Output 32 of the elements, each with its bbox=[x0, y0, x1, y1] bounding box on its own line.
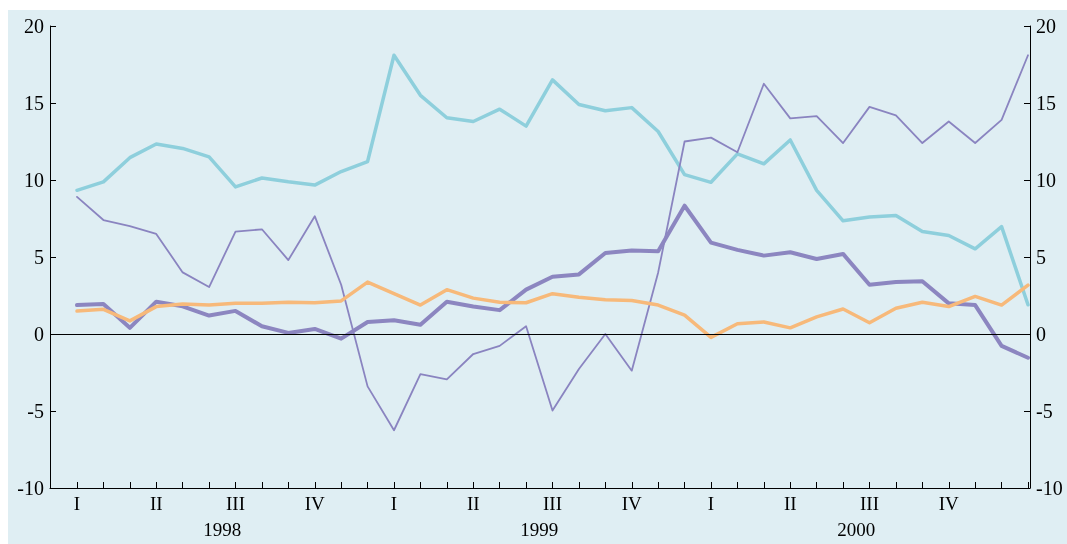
y2-tick-label: 10 bbox=[1036, 169, 1056, 191]
x-tick-label: II bbox=[783, 493, 797, 514]
x-tick-label: II bbox=[149, 493, 163, 514]
x-tick-label: I bbox=[707, 493, 715, 514]
x-tick-label: IV bbox=[621, 493, 643, 514]
y2-tick-label: -10 bbox=[1036, 477, 1063, 499]
y2-tick-label: 15 bbox=[1036, 92, 1056, 114]
x-tick-label: I bbox=[390, 493, 398, 514]
x-tick-label: III bbox=[860, 493, 879, 514]
text: 1999 bbox=[520, 519, 559, 540]
y-tick-label: -10 bbox=[17, 477, 44, 499]
x-tick-label: III bbox=[543, 493, 562, 514]
x-tick-label: IV bbox=[304, 493, 326, 514]
y2-tick-label: 20 bbox=[1036, 15, 1056, 37]
y-tick-label: 15 bbox=[24, 92, 44, 114]
y-tick-label: 20 bbox=[24, 15, 44, 37]
x-tick-label: III bbox=[226, 493, 245, 514]
line-series bbox=[75, 53, 1030, 307]
text: 1998 bbox=[203, 519, 242, 540]
y2-tick-label: 0 bbox=[1036, 323, 1046, 345]
text: 2000 bbox=[837, 519, 876, 540]
y-tick-label: 5 bbox=[34, 246, 44, 268]
line-series bbox=[76, 54, 1029, 432]
y-tick-label: -5 bbox=[27, 400, 44, 422]
y2-tick-label: -5 bbox=[1036, 400, 1053, 422]
line-series bbox=[75, 280, 1030, 340]
x-tick-label: II bbox=[466, 493, 480, 514]
y-tick-label: 10 bbox=[24, 169, 44, 191]
x-tick-label: IV bbox=[938, 493, 960, 514]
y2-tick-label: 5 bbox=[1036, 246, 1046, 268]
x-tick-label: I bbox=[73, 493, 81, 514]
y-tick-label: 0 bbox=[34, 323, 44, 345]
